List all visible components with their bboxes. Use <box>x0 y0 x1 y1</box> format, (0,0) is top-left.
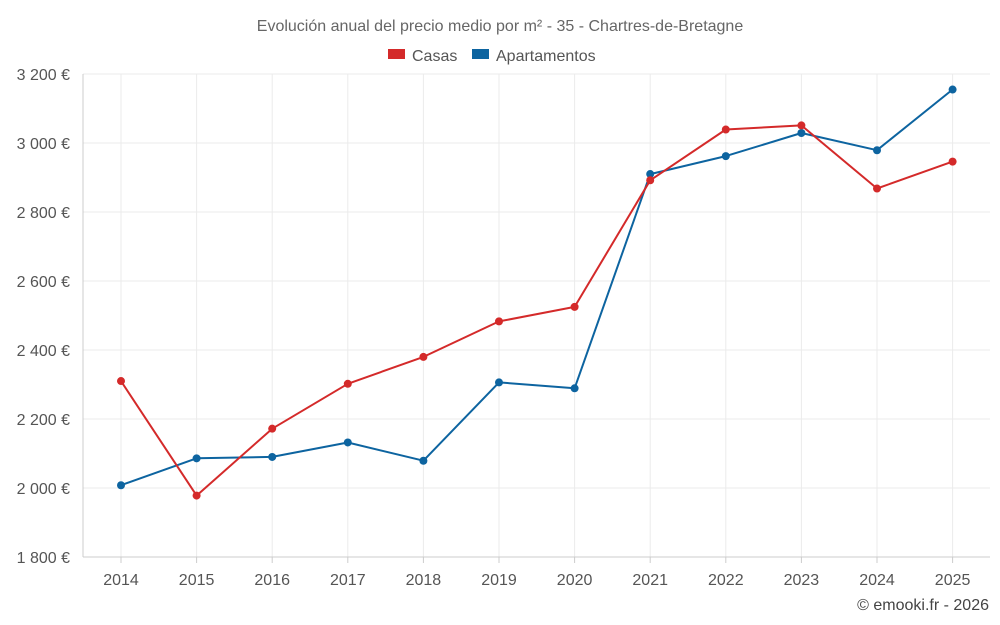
series-layer <box>117 85 957 500</box>
x-tick-label: 2020 <box>557 572 593 589</box>
x-tick-label: 2015 <box>179 572 215 589</box>
data-point-apartamentos-2015[interactable] <box>192 454 201 463</box>
x-tick-label: 2019 <box>481 572 517 589</box>
data-point-casas-2020[interactable] <box>570 302 579 311</box>
data-point-casas-2022[interactable] <box>721 125 730 134</box>
series-casas <box>117 121 957 500</box>
series-line-casas <box>120 124 953 497</box>
data-point-apartamentos-2025[interactable] <box>948 85 957 94</box>
data-point-apartamentos-2020[interactable] <box>570 384 579 393</box>
y-tick-label: 1 800 € <box>17 550 70 567</box>
chart-title: Evolución anual del precio medio por m² … <box>257 18 744 35</box>
data-point-casas-2023[interactable] <box>797 121 806 130</box>
y-tick-label: 2 400 € <box>17 343 70 360</box>
data-point-apartamentos-2019[interactable] <box>495 378 503 387</box>
data-point-apartamentos-2023[interactable] <box>797 128 806 137</box>
data-point-casas-2024[interactable] <box>873 184 881 193</box>
data-point-casas-2017[interactable] <box>343 379 352 388</box>
series-apartamentos <box>117 85 957 490</box>
data-point-casas-2018[interactable] <box>419 352 428 361</box>
legend-swatch-apartamentos <box>472 49 489 59</box>
x-tick-label: 2024 <box>859 572 895 589</box>
data-point-casas-2014[interactable] <box>117 377 125 386</box>
data-point-apartamentos-2018[interactable] <box>419 456 428 465</box>
data-point-casas-2019[interactable] <box>495 317 503 326</box>
y-axis: 1 800 € 2 000 € 2 200 € 2 400 € 2 600 € 2 800… <box>17 67 84 567</box>
x-axis: 2014 2015 2016 2017 2018 2019 2020 2021 2022 2023… <box>83 556 990 589</box>
legend-label-apartamentos[interactable]: Apartamentos <box>496 48 596 65</box>
x-tick-label: 2017 <box>330 572 366 589</box>
data-point-apartamentos-2014[interactable] <box>117 481 125 490</box>
credit-text: © emooki.fr - 2026 <box>857 597 989 614</box>
data-point-casas-2016[interactable] <box>268 424 277 433</box>
y-tick-label: 2 800 € <box>17 205 70 222</box>
legend-swatch-casas <box>388 49 405 59</box>
x-tick-label: 2016 <box>254 572 290 589</box>
x-tick-label: 2025 <box>935 572 971 589</box>
x-tick-label: 2021 <box>632 572 668 589</box>
series-line-apartamentos <box>120 88 954 487</box>
data-point-apartamentos-2024[interactable] <box>873 146 881 155</box>
legend-label-casas[interactable]: Casas <box>412 48 457 65</box>
x-tick-label: 2023 <box>784 572 820 589</box>
data-point-casas-2015[interactable] <box>192 491 201 500</box>
data-point-apartamentos-2022[interactable] <box>721 152 730 161</box>
x-tick-label: 2014 <box>103 572 139 589</box>
data-point-apartamentos-2017[interactable] <box>343 438 352 447</box>
y-tick-label: 3 000 € <box>17 136 70 153</box>
y-tick-label: 3 200 € <box>17 67 70 84</box>
y-tick-label: 2 600 € <box>17 274 70 291</box>
data-point-casas-2021[interactable] <box>646 176 655 185</box>
legend[interactable]: Casas Apartamentos <box>388 48 596 65</box>
data-point-casas-2025[interactable] <box>948 157 957 166</box>
y-tick-label: 2 000 € <box>17 481 70 498</box>
x-tick-label: 2022 <box>708 572 744 589</box>
data-point-apartamentos-2016[interactable] <box>268 452 277 461</box>
y-tick-label: 2 200 € <box>17 412 70 429</box>
data-point-apartamentos-2021[interactable] <box>646 170 655 179</box>
gridlines <box>83 73 990 557</box>
x-tick-label: 2018 <box>406 572 442 589</box>
